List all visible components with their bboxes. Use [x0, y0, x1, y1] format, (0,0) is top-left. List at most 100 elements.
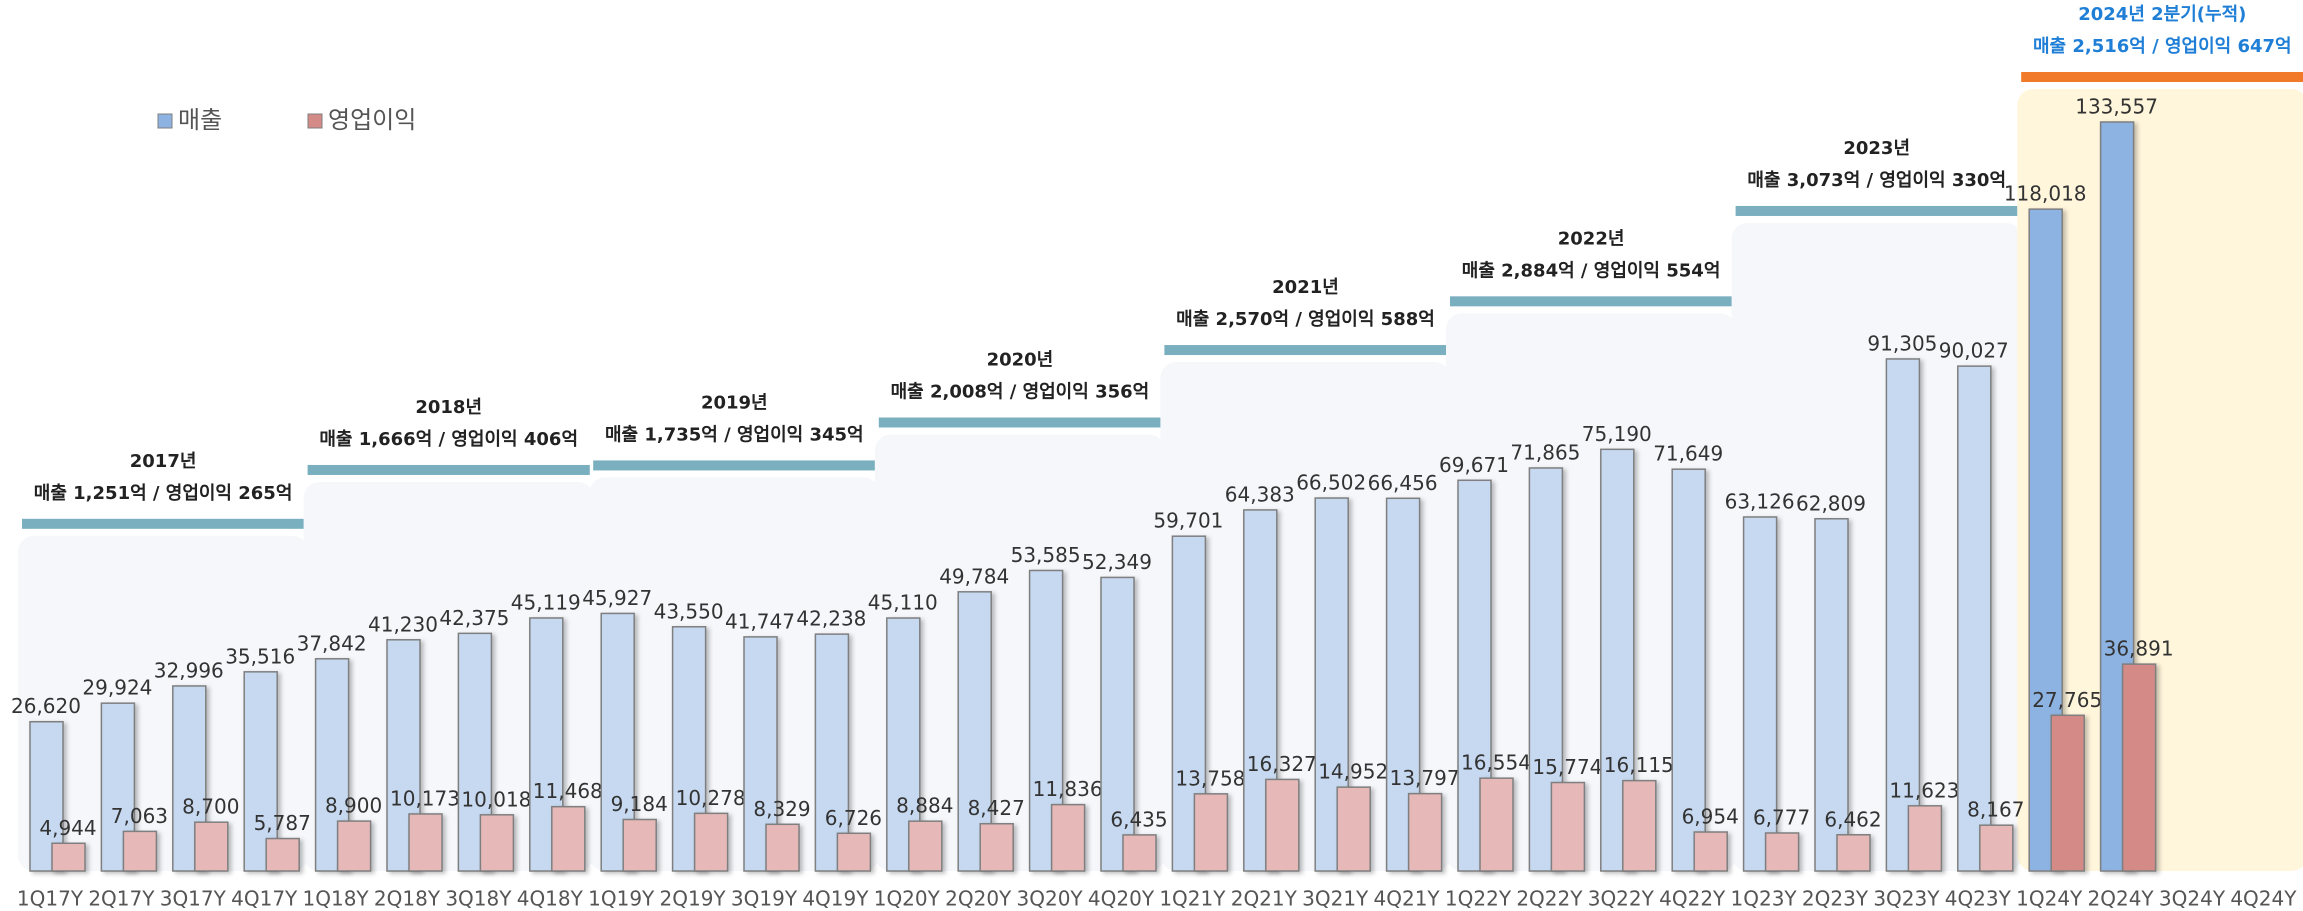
sales-bar	[1671, 468, 1706, 872]
data-label: 66,456	[1368, 471, 1438, 495]
x-tick-label: 3Q24Y	[2159, 887, 2226, 911]
data-label: 49,784	[939, 564, 1009, 588]
x-tick-label: 4Q22Y	[1659, 887, 1726, 911]
data-label: 45,110	[868, 591, 938, 615]
group-band	[1735, 205, 2018, 216]
data-label: 37,842	[297, 631, 367, 655]
profit-bar	[1336, 786, 1371, 872]
profit-bar	[122, 830, 158, 872]
x-tick-label: 1Q21Y	[1159, 887, 1226, 911]
x-tick-label: 1Q24Y	[2016, 887, 2083, 911]
data-label: 71,865	[1510, 440, 1580, 464]
group-band	[593, 460, 876, 471]
data-label: 75,190	[1582, 422, 1652, 446]
data-label: 63,126	[1725, 489, 1795, 513]
x-tick-label: 4Q20Y	[1088, 887, 1155, 911]
group-band	[307, 464, 590, 475]
data-label: 8,427	[968, 796, 1025, 820]
group-panel	[1446, 313, 1737, 872]
profit-bar	[479, 814, 515, 872]
data-label: 9,184	[611, 792, 668, 816]
group-title: 2017년	[130, 451, 197, 472]
x-tick-label: 1Q23Y	[1731, 887, 1798, 911]
data-label: 5,787	[254, 811, 311, 835]
profit-bar	[1050, 803, 1086, 872]
data-label: 10,018	[461, 787, 531, 811]
x-tick-label: 2Q18Y	[374, 887, 441, 911]
x-tick-label: 2Q21Y	[1231, 887, 1298, 911]
data-label: 27,765	[2032, 688, 2102, 712]
data-label: 71,649	[1653, 442, 1723, 466]
data-label: 36,891	[2104, 637, 2174, 661]
data-label: 43,550	[654, 599, 724, 623]
x-tick-label: 1Q18Y	[303, 887, 370, 911]
x-tick-label: 4Q21Y	[1374, 887, 1441, 911]
data-label: 35,516	[225, 644, 295, 668]
x-tick-label: 4Q23Y	[1945, 887, 2012, 911]
data-label: 64,383	[1225, 482, 1295, 506]
group-title: 2023년	[1843, 138, 1910, 159]
profit-bar	[693, 812, 729, 872]
x-tick-label: 3Q17Y	[160, 887, 227, 911]
group-panel	[18, 535, 309, 871]
data-label: 45,927	[582, 586, 652, 610]
group-band	[2021, 72, 2303, 82]
data-label: 16,115	[1604, 753, 1674, 777]
group-title: 2019년	[701, 392, 768, 413]
x-tick-label: 2Q24Y	[2088, 887, 2155, 911]
x-tick-label: 3Q21Y	[1302, 887, 1369, 911]
x-tick-label: 4Q18Y	[517, 887, 584, 911]
data-label: 8,167	[1967, 798, 2024, 822]
data-label: 8,900	[325, 794, 382, 818]
x-tick-label: 2Q20Y	[945, 887, 1012, 911]
data-label: 6,435	[1110, 807, 1167, 831]
data-label: 42,375	[439, 606, 509, 630]
data-label: 62,809	[1796, 491, 1866, 515]
profit-bar	[1122, 834, 1157, 872]
legend-label: 매출	[178, 106, 222, 134]
data-label: 133,557	[2075, 95, 2158, 119]
x-tick-label: 2Q23Y	[1802, 887, 1869, 911]
data-label: 52,349	[1082, 550, 1152, 574]
profit-bar	[622, 818, 657, 872]
profit-bar	[908, 820, 943, 872]
data-label: 11,623	[1889, 778, 1959, 802]
x-tick-label: 1Q22Y	[1445, 887, 1512, 911]
highlight-panel	[2017, 89, 2303, 871]
data-label: 16,327	[1247, 752, 1317, 776]
x-tick-label: 3Q22Y	[1588, 887, 1655, 911]
legend-swatch	[157, 113, 173, 129]
data-label: 41,747	[725, 609, 795, 633]
profit-bar	[1907, 805, 1943, 872]
group-summary: 매출 2,884억 / 영업이익 554억	[1462, 260, 1721, 281]
group-summary: 매출 1,735억 / 영업이익 345억	[605, 424, 864, 445]
profit-bar	[1836, 834, 1871, 872]
x-tick-label: 3Q20Y	[1017, 887, 1084, 911]
data-label: 6,954	[1682, 805, 1739, 829]
group-title: 2022년	[1558, 228, 1625, 249]
sales-bar	[1957, 365, 1992, 872]
data-label: 41,230	[368, 612, 438, 636]
data-label: 32,996	[154, 658, 224, 682]
group-band	[878, 417, 1161, 428]
data-label: 6,726	[825, 806, 882, 830]
group-panel	[1160, 362, 1451, 871]
sales-bar	[1814, 518, 1849, 872]
x-tick-label: 3Q23Y	[1873, 887, 1940, 911]
data-label: 69,671	[1439, 453, 1509, 477]
data-label: 7,063	[111, 804, 168, 828]
data-label: 66,502	[1296, 471, 1366, 495]
group-summary: 매출 2,570억 / 영업이익 588억	[1176, 309, 1435, 330]
group-panel	[303, 481, 594, 871]
data-label: 53,585	[1011, 543, 1081, 567]
group-summary: 매출 3,073억 / 영업이익 330억	[1747, 170, 2006, 191]
group-panel	[589, 477, 880, 871]
data-label: 10,173	[390, 786, 460, 810]
legend-label: 영업이익	[328, 106, 416, 134]
x-tick-label: 4Q24Y	[2230, 887, 2297, 911]
x-tick-label: 2Q17Y	[88, 887, 155, 911]
data-label: 42,238	[796, 607, 866, 631]
x-tick-label: 3Q18Y	[445, 887, 512, 911]
profit-bar	[265, 837, 300, 872]
data-label: 45,119	[511, 590, 581, 614]
